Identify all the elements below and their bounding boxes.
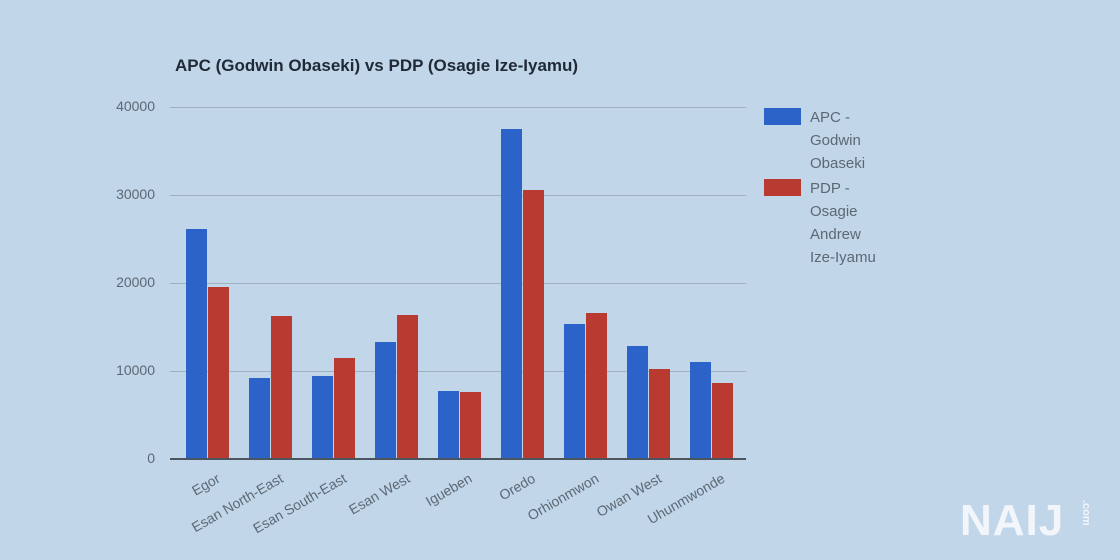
legend-label: Obaseki <box>810 155 866 172</box>
apc-bar[interactable] <box>564 324 585 458</box>
x-axis-line <box>170 458 746 460</box>
x-tick-label: Oredo <box>496 470 538 504</box>
apc-bar[interactable] <box>312 376 333 458</box>
pdp-bar[interactable] <box>460 392 481 458</box>
legend-item-apc[interactable]: APC - Godwin Obaseki <box>764 106 904 175</box>
legend-item-pdp[interactable]: PDP - Osagie Andrew Ize-Iyamu <box>764 177 904 269</box>
x-tick-label: Esan West <box>345 470 412 518</box>
legend-label: PDP - <box>810 180 850 197</box>
pdp-bar[interactable] <box>649 369 670 458</box>
apc-bar[interactable] <box>501 129 522 458</box>
apc-bar[interactable] <box>375 342 396 458</box>
naij-logo: NAIJ <box>960 496 1065 545</box>
x-tick-label: Igueben <box>423 470 475 510</box>
gridline <box>170 195 746 196</box>
plot-area <box>170 107 746 460</box>
pdp-bar[interactable] <box>523 190 544 458</box>
legend-label: Osagie <box>810 203 858 220</box>
y-tick-label: 20000 <box>116 274 155 290</box>
pdp-bar[interactable] <box>586 313 607 458</box>
legend-swatch-pdp <box>764 179 801 196</box>
pdp-bar[interactable] <box>271 316 292 458</box>
gridline <box>170 283 746 284</box>
legend-label: Ize-Iyamu <box>810 249 876 266</box>
legend-label: Godwin <box>810 132 861 149</box>
apc-bar[interactable] <box>249 378 270 458</box>
y-tick-label: 0 <box>147 450 155 466</box>
apc-bar[interactable] <box>186 229 207 458</box>
apc-bar[interactable] <box>627 346 648 458</box>
pdp-bar[interactable] <box>397 315 418 458</box>
legend-label: Andrew <box>810 226 861 243</box>
x-tick-label: Egor <box>189 470 223 499</box>
naij-logo-suffix: .com <box>1080 500 1092 526</box>
legend: APC - Godwin Obaseki PDP - Osagie Andrew… <box>764 106 904 271</box>
chart-title: APC (Godwin Obaseki) vs PDP (Osagie Ize-… <box>175 56 579 75</box>
legend-swatch-apc <box>764 108 801 125</box>
pdp-bar[interactable] <box>334 358 355 458</box>
y-tick-label: 40000 <box>116 98 155 114</box>
pdp-bar[interactable] <box>208 287 229 458</box>
pdp-bar[interactable] <box>712 383 733 458</box>
apc-bar[interactable] <box>438 391 459 458</box>
apc-bar[interactable] <box>690 362 711 458</box>
legend-label: APC - <box>810 109 851 126</box>
x-tick-label: Orhionmwon <box>524 470 601 524</box>
gridline <box>170 107 746 108</box>
y-tick-label: 30000 <box>116 186 155 202</box>
y-tick-label: 10000 <box>116 362 155 378</box>
gridline <box>170 371 746 372</box>
